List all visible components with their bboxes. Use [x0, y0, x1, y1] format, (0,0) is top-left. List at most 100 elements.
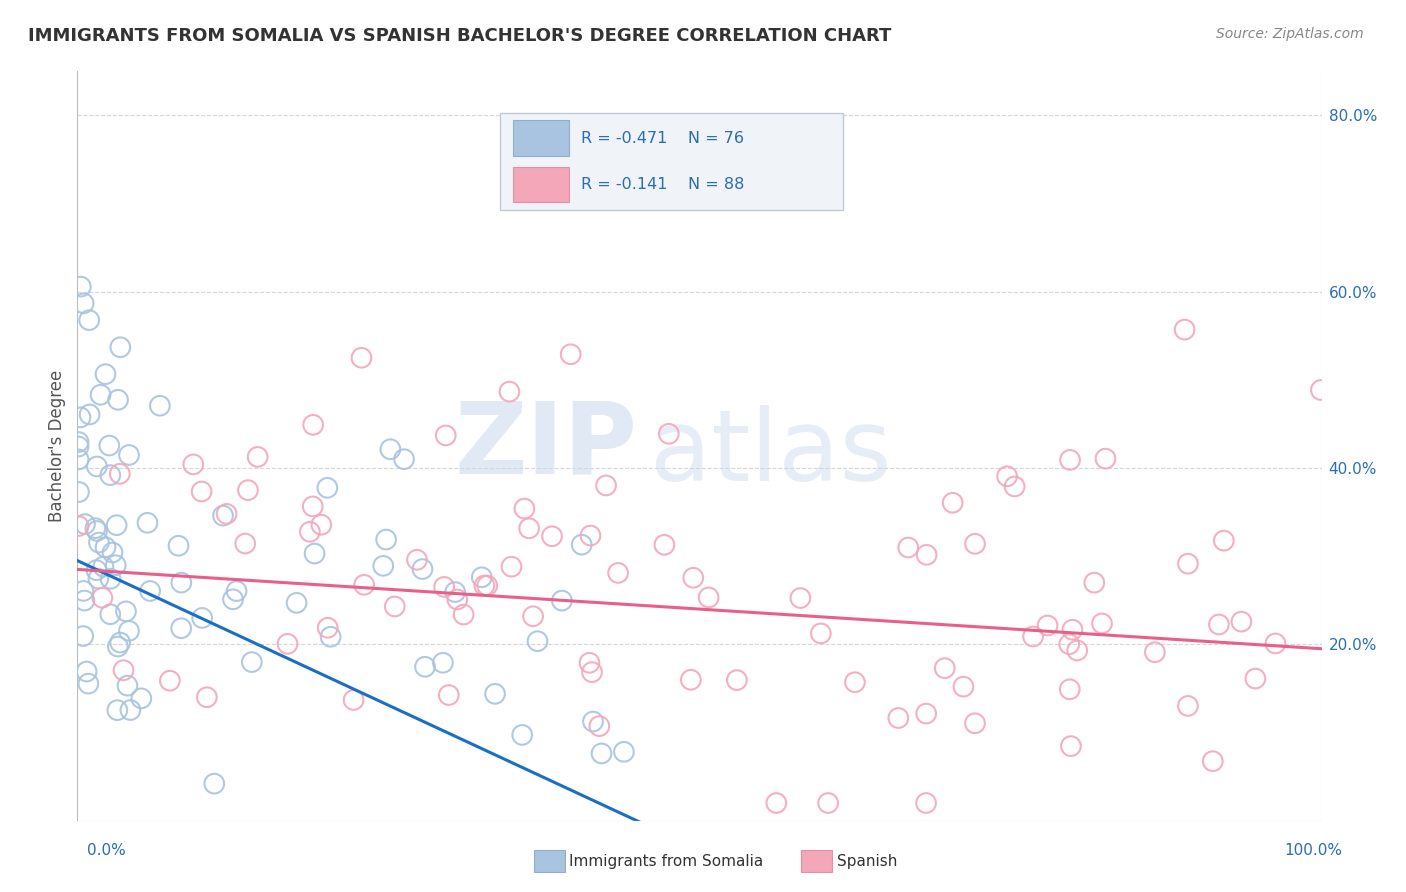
Point — [90, 388, 112, 402]
Point — [963, 716, 986, 731]
Point — [942, 496, 965, 510]
Text: Source: ZipAtlas.com: Source: ZipAtlas.com — [1216, 27, 1364, 41]
Point — [952, 680, 974, 694]
Point — [1177, 698, 1199, 713]
Point — [915, 548, 938, 562]
Point — [411, 562, 433, 576]
FancyBboxPatch shape — [501, 112, 842, 210]
Point — [392, 452, 415, 467]
Point — [658, 426, 681, 441]
Text: 0.0%: 0.0% — [87, 843, 127, 858]
Point — [311, 517, 333, 532]
Point — [579, 528, 602, 542]
Point — [1059, 682, 1081, 697]
Point — [195, 690, 218, 705]
Point — [501, 559, 523, 574]
Point — [725, 673, 748, 687]
Text: ZIP: ZIP — [454, 398, 637, 494]
Point — [105, 518, 128, 533]
Point — [471, 570, 494, 584]
Point — [591, 747, 613, 761]
Point — [1083, 575, 1105, 590]
Text: 100.0%: 100.0% — [1285, 843, 1343, 858]
Point — [526, 634, 548, 648]
Point — [107, 392, 129, 407]
Point — [108, 635, 131, 649]
Text: IMMIGRANTS FROM SOMALIA VS SPANISH BACHELOR'S DEGREE CORRELATION CHART: IMMIGRANTS FROM SOMALIA VS SPANISH BACHE… — [28, 27, 891, 45]
FancyBboxPatch shape — [513, 167, 569, 202]
Point — [100, 572, 122, 586]
Point — [117, 679, 139, 693]
Point — [69, 279, 91, 293]
Point — [915, 706, 938, 721]
Text: atlas: atlas — [650, 405, 891, 502]
Point — [170, 621, 193, 635]
Point — [1174, 323, 1197, 337]
Point — [654, 538, 676, 552]
Point — [1143, 645, 1166, 659]
Point — [375, 533, 398, 547]
Point — [86, 459, 108, 474]
Point — [446, 592, 468, 607]
Point — [98, 438, 121, 452]
Point — [67, 519, 90, 533]
Point — [560, 347, 582, 361]
Point — [108, 467, 131, 481]
Point — [72, 296, 94, 310]
Point — [995, 469, 1018, 483]
Point — [682, 571, 704, 585]
Point — [98, 468, 121, 483]
Point — [170, 575, 193, 590]
Point — [472, 579, 495, 593]
Point — [588, 719, 610, 733]
Point — [1091, 616, 1114, 631]
Point — [159, 673, 181, 688]
Text: Spanish: Spanish — [837, 855, 897, 869]
Point — [789, 591, 811, 605]
Point — [240, 655, 263, 669]
Point — [373, 558, 395, 573]
Point — [817, 796, 839, 810]
Point — [844, 675, 866, 690]
Point — [202, 777, 225, 791]
Point — [1264, 636, 1286, 650]
Point — [595, 478, 617, 492]
Point — [1066, 643, 1088, 657]
Point — [77, 676, 100, 690]
Point — [522, 609, 544, 624]
Point — [765, 796, 787, 810]
Point — [1062, 623, 1084, 637]
Point — [1022, 630, 1045, 644]
Point — [91, 591, 114, 605]
Point — [1309, 383, 1331, 397]
Point — [107, 640, 129, 654]
Point — [191, 611, 214, 625]
Point — [87, 572, 110, 586]
Point — [94, 541, 117, 555]
Point — [86, 563, 108, 577]
Point — [139, 584, 162, 599]
Point — [444, 585, 467, 599]
Point — [810, 626, 832, 640]
Point — [413, 659, 436, 673]
Point — [915, 796, 938, 810]
Point — [86, 524, 108, 538]
Point — [551, 593, 574, 607]
Point — [1094, 451, 1116, 466]
Point — [69, 410, 91, 425]
Point — [246, 450, 269, 464]
Point — [316, 481, 339, 495]
Point — [112, 663, 135, 677]
Point — [380, 442, 402, 457]
Point — [149, 399, 172, 413]
Point — [118, 448, 141, 462]
Point — [115, 604, 138, 618]
Point — [101, 545, 124, 559]
Point — [433, 580, 456, 594]
Point — [304, 547, 326, 561]
Point — [1177, 557, 1199, 571]
Point — [301, 500, 323, 514]
FancyBboxPatch shape — [513, 120, 569, 156]
Point — [342, 693, 364, 707]
Point — [79, 408, 101, 422]
